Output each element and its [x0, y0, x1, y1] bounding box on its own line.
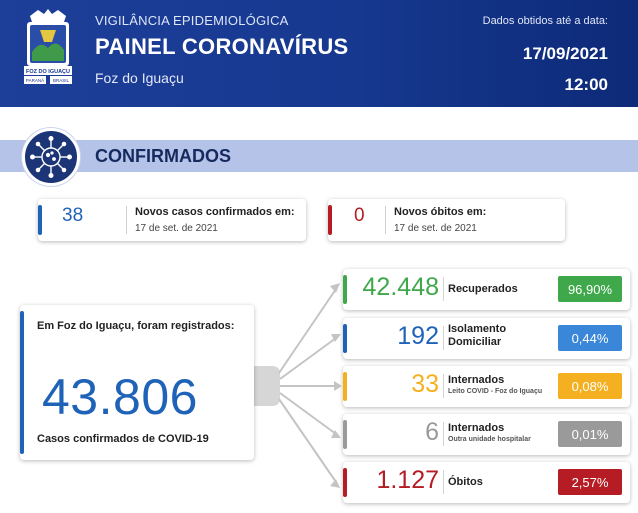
- total-cases-intro: Em Foz do Iguaçu, foram registrados:: [37, 320, 235, 332]
- total-cases-accent: [20, 311, 24, 454]
- data-date-label: Dados obtidos até a data:: [482, 15, 608, 27]
- divider: [443, 470, 444, 494]
- stat-percent-badge: 0,01%: [558, 421, 622, 447]
- crest-right-text: BRASIL: [53, 78, 70, 83]
- stat-card-hospitalized-other: 6 Internados Outra unidade hospitalar 0,…: [343, 414, 630, 455]
- divider: [443, 277, 444, 301]
- section-band: [0, 140, 638, 172]
- data-time: 12:00: [564, 75, 608, 94]
- city-crest-logo: FOZ DO IGUAÇU PARANÁ BRASIL: [24, 9, 72, 84]
- stat-value: 33: [411, 370, 439, 398]
- stat-value: 1.127: [376, 466, 439, 494]
- new-deaths-card: 0 Novos óbitos em: 17 de set. de 2021: [328, 199, 565, 241]
- total-cases-card: Em Foz do Iguaçu, foram registrados: 43.…: [20, 305, 254, 460]
- stat-label: Internados: [448, 422, 505, 434]
- data-date: 17/09/2021: [522, 44, 608, 63]
- stat-label: Recuperados: [448, 283, 518, 295]
- divider: [443, 374, 444, 398]
- stat-sublabel: Leito COVID - Foz do Iguaçu: [448, 388, 543, 395]
- stat-label: Internados: [448, 374, 505, 386]
- stat-value: 42.448: [362, 273, 439, 301]
- new-deaths-label: Novos óbitos em:: [394, 206, 487, 218]
- stat-label: Óbitos: [448, 476, 483, 488]
- divider: [443, 326, 444, 350]
- divider: [385, 206, 386, 234]
- new-cases-accent: [38, 205, 42, 235]
- stat-accent: [343, 324, 347, 353]
- stat-percent-badge: 2,57%: [558, 469, 622, 495]
- stat-label: Isolamento Domiciliar: [448, 323, 507, 348]
- stat-card-home-isolation: 192 Isolamento Domiciliar 0,44%: [343, 318, 630, 359]
- city-name: Foz do Iguaçu: [95, 70, 184, 86]
- crest-left-text: PARANÁ: [26, 77, 44, 83]
- virus-icon: [29, 135, 73, 179]
- stat-accent: [343, 420, 347, 449]
- virus-icon-badge: [22, 128, 80, 186]
- stat-percent-badge: 0,44%: [558, 325, 622, 351]
- new-cases-value: 38: [62, 205, 84, 226]
- total-cases-caption: Casos confirmados de COVID-19: [37, 433, 209, 445]
- new-deaths-accent: [328, 205, 332, 235]
- new-cases-card: 38 Novos casos confirmados em: 17 de set…: [38, 199, 306, 241]
- page-title: PAINEL CORONAVÍRUS: [95, 34, 349, 59]
- new-cases-label: Novos casos confirmados em:: [135, 206, 295, 218]
- stat-accent: [343, 275, 347, 304]
- stat-value: 6: [425, 418, 439, 446]
- stat-sublabel: Outra unidade hospitalar: [448, 436, 531, 443]
- section-title: CONFIRMADOS: [95, 146, 231, 166]
- new-cases-date: 17 de set. de 2021: [135, 223, 218, 234]
- stat-value: 192: [397, 322, 439, 350]
- new-deaths-value: 0: [354, 205, 365, 226]
- total-cases-value: 43.806: [42, 369, 198, 425]
- header-subtitle: VIGILÂNCIA EPIDEMIOLÓGICA: [95, 13, 289, 28]
- stat-card-deaths: 1.127 Óbitos 2,57%: [343, 462, 630, 503]
- stat-percent-badge: 96,90%: [558, 276, 622, 302]
- stat-card-hospitalized-local: 33 Internados Leito COVID - Foz do Iguaç…: [343, 366, 630, 407]
- stat-accent: [343, 468, 347, 497]
- crest-banner-text: FOZ DO IGUAÇU: [26, 69, 70, 75]
- stat-accent: [343, 372, 347, 401]
- new-deaths-date: 17 de set. de 2021: [394, 223, 477, 234]
- header-bar: FOZ DO IGUAÇU PARANÁ BRASIL VIGILÂNCIA E…: [0, 0, 638, 107]
- divider: [126, 206, 127, 234]
- stat-percent-badge: 0,08%: [558, 373, 622, 399]
- stat-card-recovered: 42.448 Recuperados 96,90%: [343, 269, 630, 310]
- divider: [443, 422, 444, 446]
